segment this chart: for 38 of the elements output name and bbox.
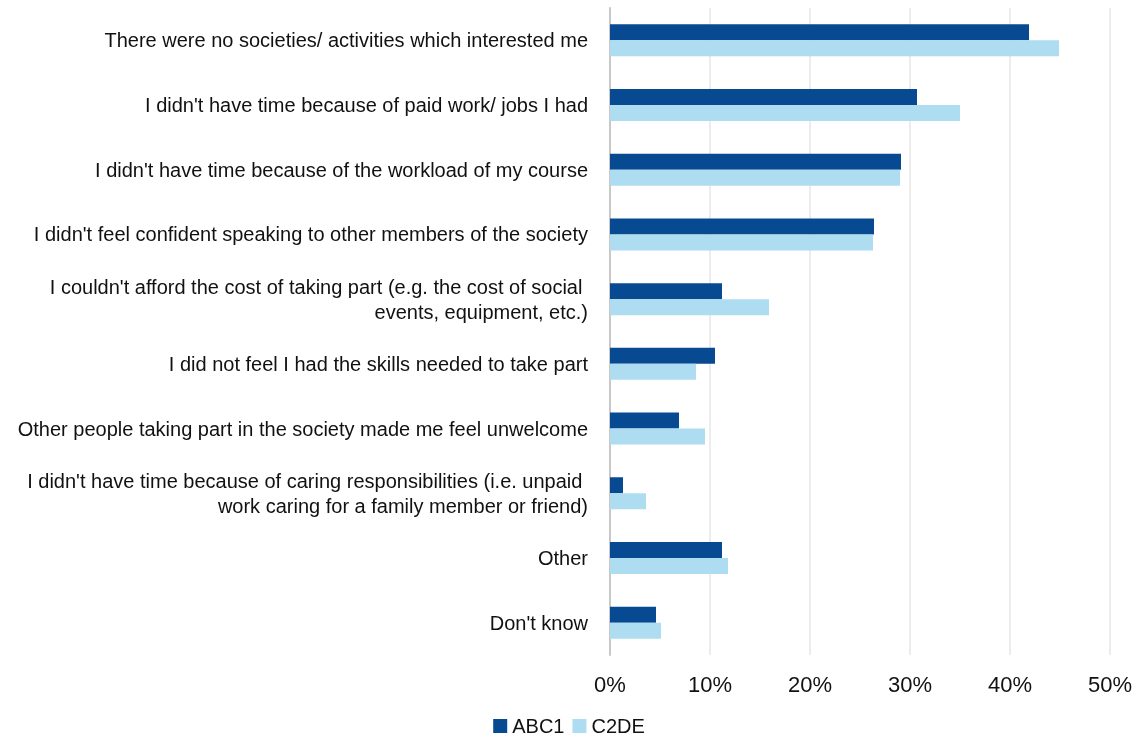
y-tick-label: I didn't have time because of caring responsibilities (i.e. unpaid work caring for a family member or friend): [27, 469, 588, 517]
y-tick-label: I did not feel I had the skills needed to take part: [168, 352, 589, 375]
y-tick-label: I couldn't afford the cost of taking part (e.g. the cost of social events, equipment, etc.): [49, 275, 588, 323]
bar: [610, 153, 901, 170]
bar: [610, 234, 873, 251]
bar: [610, 363, 696, 380]
bar: [610, 283, 722, 300]
bar: [610, 493, 646, 510]
x-tick-label: 40%: [987, 671, 1033, 697]
y-tick-label: Don't know: [489, 611, 589, 634]
y-tick-label: Other people taking part in the society made me feel unwelcome: [17, 417, 588, 440]
bar: [610, 40, 1059, 57]
bar: [610, 606, 656, 623]
bar: [610, 24, 1029, 41]
bar: [610, 299, 769, 316]
bar: [610, 477, 623, 494]
legend-label: ABC1: [512, 715, 565, 737]
bar: [610, 89, 917, 106]
y-tick-label: I didn't feel confident speaking to other members of the society: [33, 223, 588, 246]
y-tick-label: Other: [537, 546, 589, 569]
legend-label: C2DE: [591, 715, 645, 737]
bar: [610, 541, 722, 558]
bar: [610, 557, 728, 574]
bar: [610, 169, 900, 186]
bar: [610, 105, 960, 122]
y-tick-label: I didn't have time because of the workload of my course: [95, 158, 588, 181]
bar: [610, 412, 679, 429]
y-tick-label: There were no societies/ activities which interested me: [104, 29, 588, 52]
y-tick-label: I didn't have time because of paid work/ jobs I had: [145, 94, 588, 117]
x-tick-label: 30%: [887, 671, 933, 697]
bar: [610, 347, 715, 364]
x-tick-label: 0%: [594, 671, 626, 697]
bar: [610, 428, 705, 445]
bar: [610, 218, 874, 235]
x-tick-label: 50%: [1087, 671, 1133, 697]
x-tick-label: 10%: [687, 671, 733, 697]
x-tick-label: 20%: [787, 671, 833, 697]
bar: [610, 622, 661, 639]
